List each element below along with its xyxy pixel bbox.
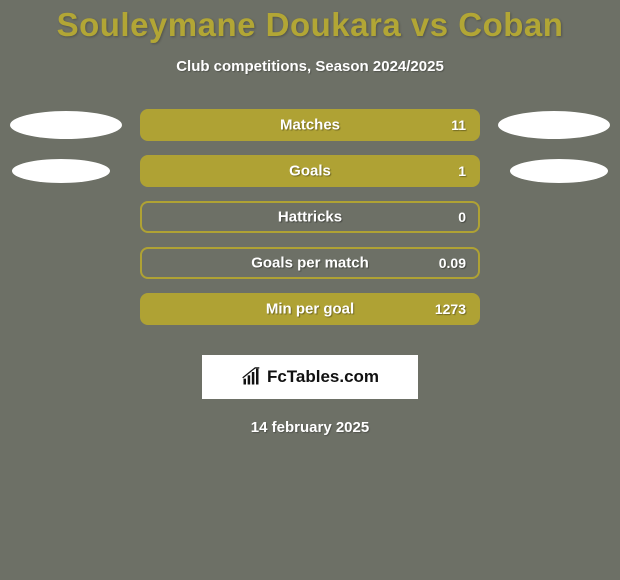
stat-bar: Goals 1 [140,155,480,187]
stat-label: Min per goal [266,301,354,318]
stat-row: Goals per match 0.09 [0,247,620,279]
stat-label: Matches [280,117,340,134]
stat-value: 0 [458,209,466,225]
stat-row: Matches 11 [0,109,620,141]
stat-label: Goals per match [251,255,369,272]
stat-value: 1 [458,163,466,179]
right-oval [498,111,610,139]
right-oval [510,159,608,183]
stat-row: Hattricks 0 [0,201,620,233]
logo-text: FcTables.com [267,367,379,387]
stat-row: Min per goal 1273 [0,293,620,325]
page-subtitle: Club competitions, Season 2024/2025 [0,58,620,75]
stat-bar: Hattricks 0 [140,201,480,233]
stat-bar: Matches 11 [140,109,480,141]
infographic-container: Souleymane Doukara vs Coban Club competi… [0,0,620,580]
stat-bar: Goals per match 0.09 [140,247,480,279]
left-oval [12,159,110,183]
side-spacer [498,309,610,310]
stat-value: 1273 [435,301,466,317]
stat-row: Goals 1 [0,155,620,187]
stat-rows: Matches 11 Goals 1 Hattricks 0 Goals per match… [0,109,620,325]
side-spacer [498,217,610,218]
side-spacer [498,263,610,264]
chart-icon [241,367,261,387]
stat-bar: Min per goal 1273 [140,293,480,325]
stat-value: 0.09 [439,255,466,271]
stat-label: Goals [289,163,331,180]
side-spacer [10,217,122,218]
side-spacer [10,309,122,310]
date-text: 14 february 2025 [0,419,620,436]
side-spacer [10,263,122,264]
stat-label: Hattricks [278,209,342,226]
stat-value: 11 [451,117,466,133]
page-title: Souleymane Doukara vs Coban [0,6,620,44]
left-oval [10,111,122,139]
logo-box: FcTables.com [202,355,418,399]
